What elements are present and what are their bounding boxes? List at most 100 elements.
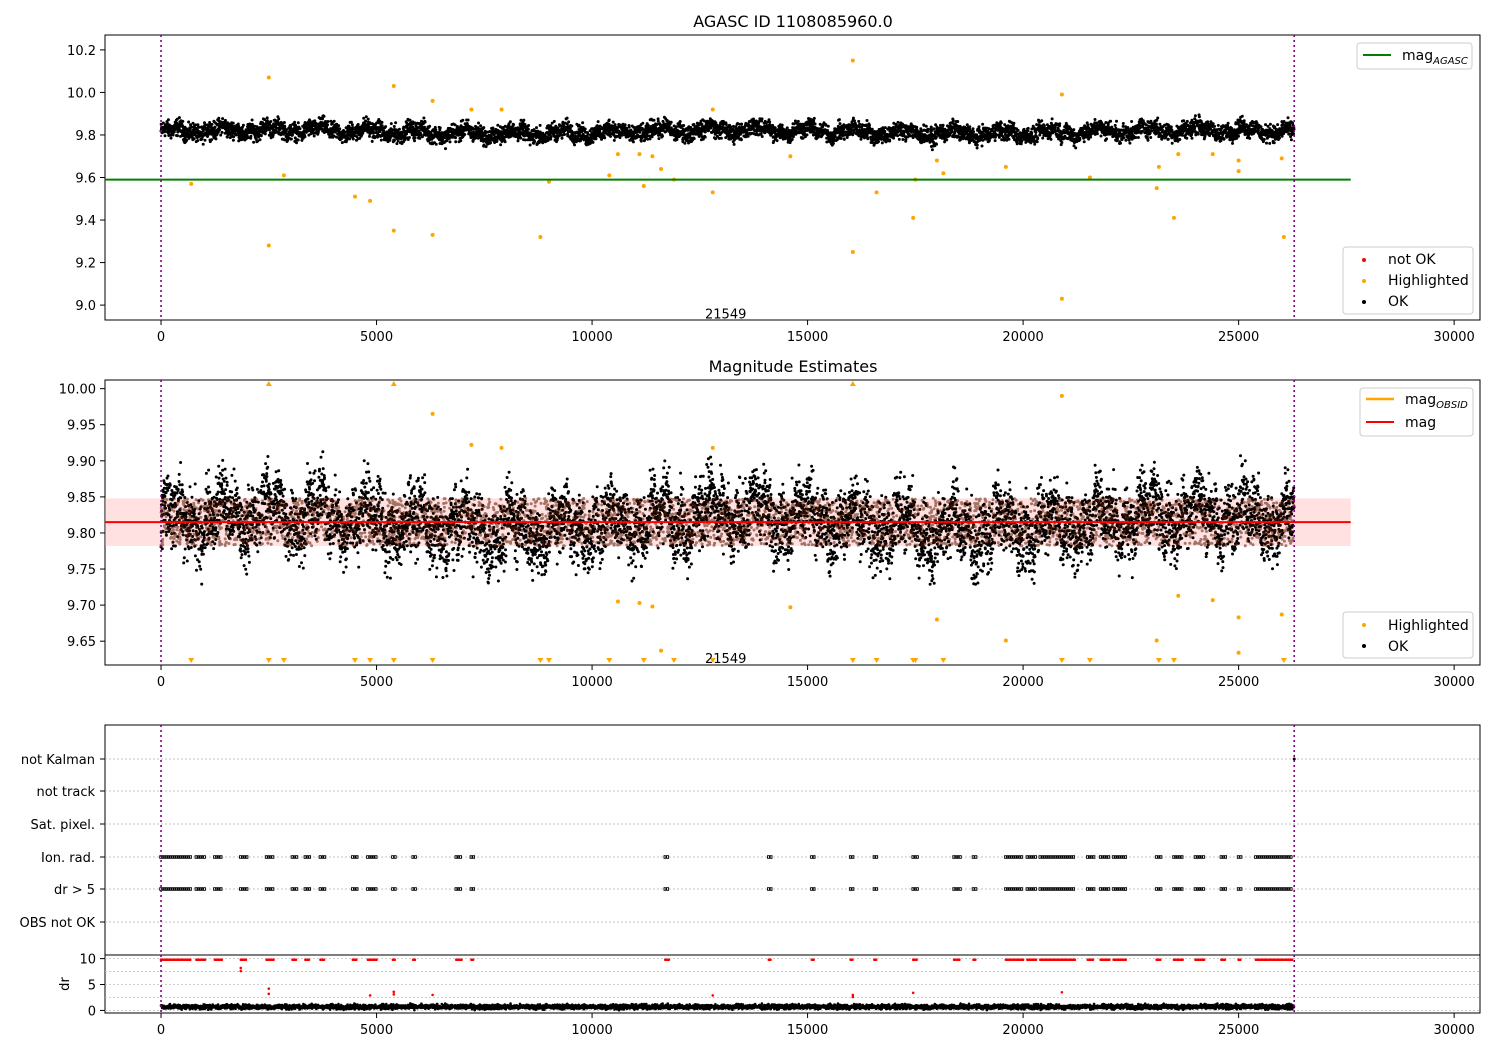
- flags-markers-row-4: [159, 887, 1293, 891]
- estimates-low-marker-16: [912, 658, 919, 663]
- dr-not-ok-extra-4: [368, 994, 372, 997]
- dr-not-ok-extra-5: [392, 990, 396, 994]
- estimates-highlighted-point-0: [430, 411, 435, 416]
- estimates-low-marker-4: [367, 658, 374, 663]
- agasc-highlighted-point-16: [637, 152, 642, 157]
- agasc-xtick-label-5: 25000: [1218, 330, 1259, 345]
- estimates-highlighted-point-4: [1059, 393, 1064, 398]
- dr-not-ok-extra-11: [911, 991, 915, 995]
- estimates-highlighted-point-2: [499, 445, 504, 450]
- agasc-highlighted-point-13: [546, 179, 551, 184]
- dr-axes-frame: [104, 954, 1481, 1014]
- dr-not-ok-extra-12: [1060, 990, 1064, 994]
- agasc-highlighted-point-36: [1156, 164, 1161, 169]
- flags-plot-area: not Kalman not track Sat. pixel. Ion. rad. d…: [20, 724, 1481, 956]
- estimates-highlighted-point-7: [650, 604, 655, 609]
- dr-xtick-label-3: 15000: [787, 1023, 828, 1038]
- estimates-low-marker-9: [606, 658, 613, 663]
- agasc-highlighted-point-24: [850, 58, 855, 63]
- dr-plot-area: 0 5000 10000 15000 20000 25000 30000 0 5 10: [79, 953, 1481, 1038]
- dr-xtick-label-1: 5000: [360, 1023, 393, 1038]
- agasc-highlighted-point-38: [1176, 152, 1181, 157]
- agasc-highlighted-point-40: [1236, 158, 1241, 163]
- legend-highlighted-label: Highlighted: [1388, 273, 1469, 289]
- agasc-xtick-label-1: 5000: [360, 330, 393, 345]
- agasc-highlighted-point-14: [607, 173, 612, 178]
- dr-xtick-label-6: 30000: [1433, 1023, 1474, 1038]
- estimates-highlighted-point-12: [1154, 638, 1159, 643]
- estimates-ytick-label-4: 9.85: [67, 491, 96, 506]
- estimates-legend-ok-label: OK: [1388, 639, 1409, 655]
- agasc-highlighted-point-9: [430, 232, 435, 237]
- dr-ytick-label-0: 0: [88, 1004, 96, 1019]
- agasc-ytick-label-4: 9.8: [75, 129, 96, 144]
- estimates-low-marker-10: [640, 658, 647, 663]
- estimates-low-marker-2: [280, 658, 287, 663]
- agasc-highlighted-point-33: [1059, 296, 1064, 301]
- agasc-highlighted-point-10: [469, 107, 474, 112]
- agasc-highlighted-point-1: [266, 75, 271, 80]
- estimates-point-legend: Highlighted OK: [1342, 611, 1474, 659]
- estimates-high-marker-0: [265, 381, 272, 386]
- agasc-highlighted-point-27: [911, 215, 916, 220]
- estimates-low-marker-8: [545, 658, 552, 663]
- estimates-legend-highlighted-label: Highlighted: [1388, 618, 1469, 634]
- agasc-highlighted-point-31: [1003, 164, 1008, 169]
- agasc-panel: AGASC ID 1108085960.0 0 5000 10000 15000 200…: [67, 12, 1481, 345]
- estimates-panel-title: Magnitude Estimates: [709, 357, 878, 376]
- agasc-highlighted-point-0: [189, 181, 194, 186]
- estimates-highlighted-point-11: [1003, 638, 1008, 643]
- estimates-highlighted-point-9: [788, 605, 793, 610]
- agasc-highlighted-point-17: [641, 184, 646, 189]
- flags-row-label-3: Ion. rad.: [41, 851, 95, 866]
- agasc-legend-line-label: magAGASC: [1402, 48, 1468, 67]
- estimates-legend-highlighted-marker: [1362, 623, 1366, 627]
- flags-row-label-1: not track: [36, 785, 95, 800]
- agasc-ytick-label-2: 9.4: [75, 214, 96, 229]
- agasc-xtick-label-6: 30000: [1433, 330, 1474, 345]
- agasc-highlighted-point-23: [788, 154, 793, 159]
- estimates-xtick-label-6: 30000: [1433, 675, 1474, 690]
- agasc-panel-title: AGASC ID 1108085960.0: [693, 12, 893, 31]
- dr-not-ok-extra-6: [392, 993, 396, 996]
- flags-markers-row-3: [159, 855, 1293, 859]
- estimates-low-marker-14: [873, 658, 880, 663]
- estimates-obsid-annotation: 21549: [705, 652, 746, 667]
- flags-row-label-2: Sat. pixel.: [31, 818, 95, 833]
- agasc-highlighted-point-30: [941, 171, 946, 176]
- agasc-highlighted-point-43: [1281, 235, 1286, 240]
- estimates-xtick-label-4: 20000: [1002, 675, 1043, 690]
- dr-xtick-label-0: 0: [157, 1023, 165, 1038]
- agasc-axes-frame: [104, 34, 1481, 321]
- agasc-point-legend: not OK Highlighted OK: [1342, 246, 1474, 315]
- estimates-point-legend-box: [1342, 611, 1474, 659]
- agasc-line-legend: magAGASC: [1356, 42, 1473, 70]
- legend-not-ok-marker: [1362, 258, 1366, 262]
- estimates-ytick-label-7: 10.00: [59, 383, 96, 398]
- flags-row-label-5: OBS not OK: [20, 916, 96, 931]
- flags-row-label-4: dr > 5: [54, 883, 95, 898]
- agasc-highlighted-point-39: [1210, 152, 1215, 157]
- agasc-highlighted-point-34: [1087, 175, 1092, 180]
- agasc-ytick-label-6: 10.2: [67, 44, 96, 59]
- estimates-low-marker-22: [1280, 658, 1287, 663]
- agasc-highlighted-point-8: [430, 98, 435, 103]
- estimates-xtick-label-5: 25000: [1218, 675, 1259, 690]
- dr-axis-label: dr: [58, 977, 73, 991]
- estimates-low-marker-21: [1170, 658, 1177, 663]
- agasc-point-legend-box: [1342, 246, 1474, 315]
- agasc-highlighted-point-22: [710, 190, 715, 195]
- agasc-highlighted-point-42: [1279, 156, 1284, 161]
- flags-kalman-point-0: [1292, 757, 1296, 761]
- estimates-highlighted-point-14: [1210, 598, 1215, 603]
- legend-not-ok-label: not OK: [1388, 252, 1436, 268]
- estimates-ytick-label-6: 9.95: [67, 419, 96, 434]
- estimates-low-marker-7: [537, 658, 544, 663]
- estimates-line-legend: magOBSID mag: [1359, 387, 1474, 437]
- dr-ytick-label-2: 10: [79, 953, 96, 968]
- estimates-ytick-label-5: 9.90: [67, 455, 96, 470]
- agasc-highlighted-point-21: [710, 107, 715, 112]
- agasc-ytick-label-5: 10.0: [67, 86, 96, 101]
- agasc-highlighted-point-4: [353, 194, 357, 199]
